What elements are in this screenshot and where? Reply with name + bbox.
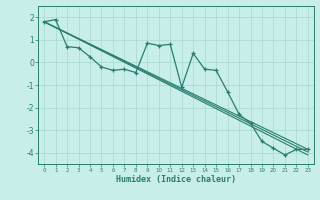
X-axis label: Humidex (Indice chaleur): Humidex (Indice chaleur) (116, 175, 236, 184)
